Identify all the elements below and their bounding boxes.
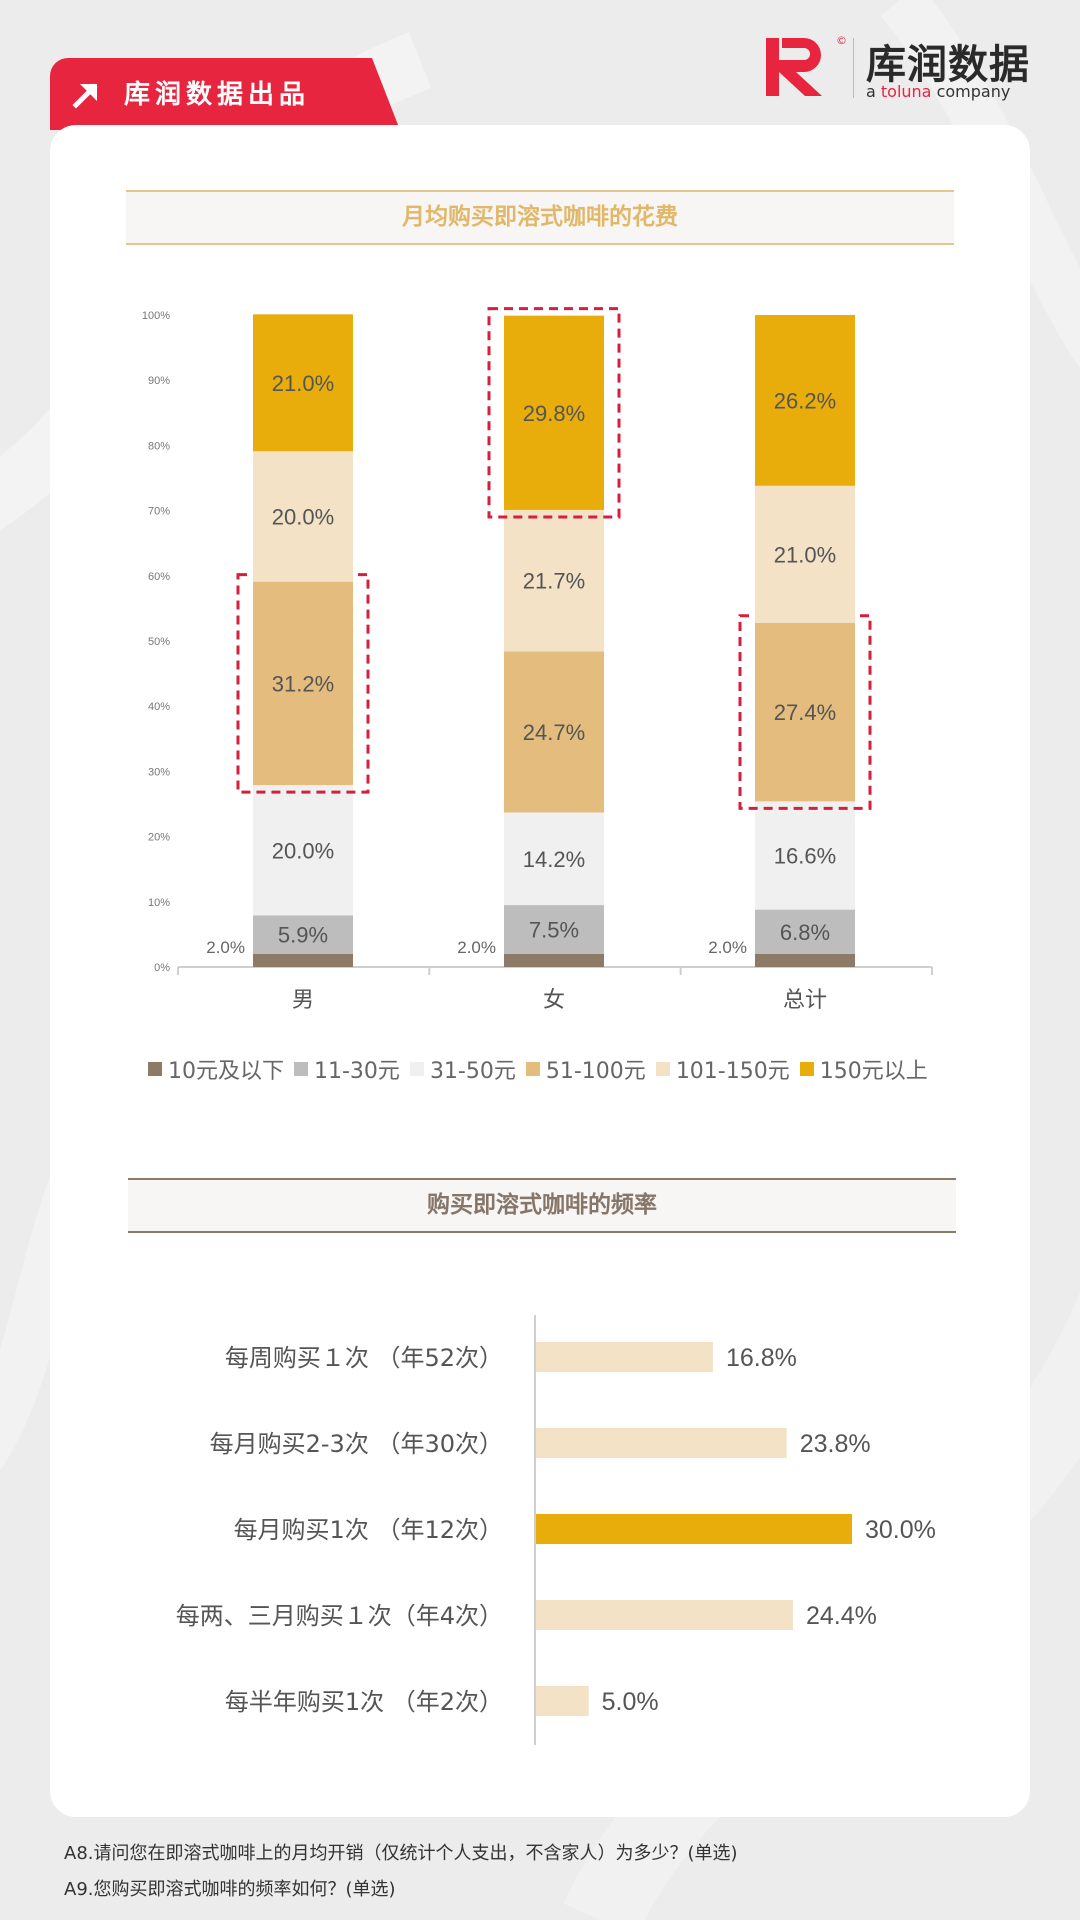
bar-segment: [755, 485, 855, 623]
bar-segment: [504, 315, 604, 510]
bar-data-label: 27.4%: [774, 700, 836, 725]
bar-segment: [253, 314, 353, 452]
footnote-a8: A8.请问您在即溶式咖啡上的月均开销（仅统计个人支出，不含家人）为多少？(单选): [64, 1843, 738, 1864]
chart1-title: 月均购买即溶式咖啡的花费: [126, 190, 954, 245]
bar-data-label: 24.7%: [523, 720, 585, 745]
category-label: 每月购买2-3次 （年30次）: [210, 1430, 503, 1458]
bar-data-label: 21.7%: [523, 569, 585, 594]
y-tick-label: 0%: [154, 962, 170, 974]
y-tick-label: 100%: [142, 310, 170, 322]
bar-data-label: 20.0%: [272, 504, 334, 529]
bar-segment: [755, 622, 855, 802]
legend-swatch: [294, 1062, 308, 1076]
legend-label: 51-100元: [545, 1059, 646, 1084]
bar-segment: [253, 953, 353, 967]
bar-data-label: 29.8%: [523, 401, 585, 426]
legend-label: 11-30元: [314, 1059, 400, 1084]
legend-swatch: [655, 1062, 670, 1076]
bar-data-label: 6.8%: [780, 920, 830, 945]
bar-data-label: 7.5%: [529, 918, 579, 943]
brand-tab-text: 库润数据出品: [124, 80, 311, 110]
bar-data-label: 23.8%: [800, 1430, 871, 1458]
legend-swatch: [148, 1062, 162, 1076]
bar-segment: [755, 801, 855, 910]
bar-data-label: 21.0%: [774, 542, 836, 567]
legend-item: 101-150元: [655, 1053, 790, 1085]
bar: [536, 1428, 787, 1458]
legend-label: 31-50元: [429, 1059, 516, 1084]
kurun-logo-icon: [766, 38, 822, 96]
logo-subtitle: a toluna company: [866, 82, 1011, 101]
bar: [536, 1600, 794, 1630]
bar-segment: [253, 581, 353, 786]
bar-segment: [755, 953, 855, 967]
highlight-box: [487, 307, 621, 519]
legend-swatch: [525, 1062, 540, 1076]
legend-item: 10元及以下: [148, 1053, 284, 1085]
y-tick-label: 10%: [148, 897, 170, 909]
x-category-label: 总计: [783, 988, 827, 1013]
bar-segment: [504, 905, 604, 954]
logo-divider: [853, 38, 854, 98]
bar: [536, 1686, 589, 1716]
footnote-a9: A9.您购买即溶式咖啡的频率如何？(单选): [64, 1879, 396, 1900]
category-label: 每半年购买1次 （年2次）: [225, 1688, 503, 1716]
arrow-up-right-icon: [72, 83, 98, 109]
x-category-label: 女: [543, 988, 565, 1013]
legend-swatch: [799, 1062, 814, 1076]
y-tick-label: 60%: [148, 571, 170, 583]
legend-item: 31-50元: [409, 1053, 516, 1085]
legend-item: 11-30元: [294, 1053, 400, 1085]
legend-item: 150元以上: [799, 1053, 928, 1085]
bar-data-label: 26.2%: [774, 388, 836, 413]
bar-segment: [504, 651, 604, 813]
horizontal-bar-chart: 每周购买１次 （年52次） 16.8% 每月购买2-3次 （年30次） 23.8% 每月…: [176, 1315, 936, 1745]
bar-data-label: 2.0%: [457, 938, 496, 957]
bar-data-label: 20.0%: [272, 838, 334, 863]
bar-segment: [504, 509, 604, 652]
x-category-label: 男: [292, 988, 314, 1013]
legend-label: 101-150元: [675, 1059, 790, 1084]
bar-segment: [504, 812, 604, 906]
y-tick-label: 70%: [148, 506, 170, 518]
y-tick-label: 20%: [148, 832, 170, 844]
bar-data-label: 21.0%: [272, 371, 334, 396]
y-tick-label: 30%: [148, 766, 170, 778]
chart2-title: 购买即溶式咖啡的频率: [128, 1178, 956, 1233]
bar-segment: [253, 451, 353, 582]
stacked-bar-chart: 0% 10% 20% 30% 40% 50% 60% 70% 80% 90% 100% 2.0% 5.9…: [142, 307, 933, 1013]
y-tick-label: 50%: [148, 636, 170, 648]
bar: [536, 1342, 713, 1372]
bar-data-label: 5.0%: [602, 1688, 659, 1716]
logo-text: 库润数据: [866, 42, 1030, 88]
legend-swatch: [409, 1062, 424, 1076]
bar-data-label: 14.2%: [523, 847, 585, 872]
category-label: 每两、三月购买１次（年4次）: [176, 1602, 503, 1630]
bar-segment: [504, 953, 604, 967]
category-label: 每周购买１次 （年52次）: [225, 1344, 503, 1372]
chart1-legend: 10元及以下 11-30元 31-50元 51-100元 101-150元 150元以上: [148, 1053, 928, 1085]
bar-segment: [253, 915, 353, 954]
copyright-symbol: ©: [836, 34, 847, 47]
bar-segment: [755, 909, 855, 954]
y-tick-label: 90%: [148, 375, 170, 387]
legend-label: 150元以上: [819, 1059, 928, 1084]
brand-tab: [50, 58, 400, 130]
bar-data-label: 16.6%: [774, 844, 836, 869]
y-tick-label: 40%: [148, 701, 170, 713]
bar-data-label: 30.0%: [865, 1516, 936, 1544]
bar-data-label: 16.8%: [726, 1344, 797, 1372]
bar-data-label: 2.0%: [206, 938, 245, 957]
bar-segment: [755, 315, 855, 486]
bar-data-label: 24.4%: [806, 1602, 877, 1630]
category-label: 每月购买1次 （年12次）: [234, 1516, 503, 1544]
bar-data-label: 31.2%: [272, 671, 334, 696]
bar-data-label: 2.0%: [708, 938, 747, 957]
bar-data-label: 5.9%: [278, 923, 328, 948]
y-tick-label: 80%: [148, 440, 170, 452]
bar: [536, 1514, 852, 1544]
legend-item: 51-100元: [525, 1053, 646, 1085]
bar-segment: [253, 785, 353, 916]
legend-label: 10元及以下: [168, 1059, 284, 1084]
